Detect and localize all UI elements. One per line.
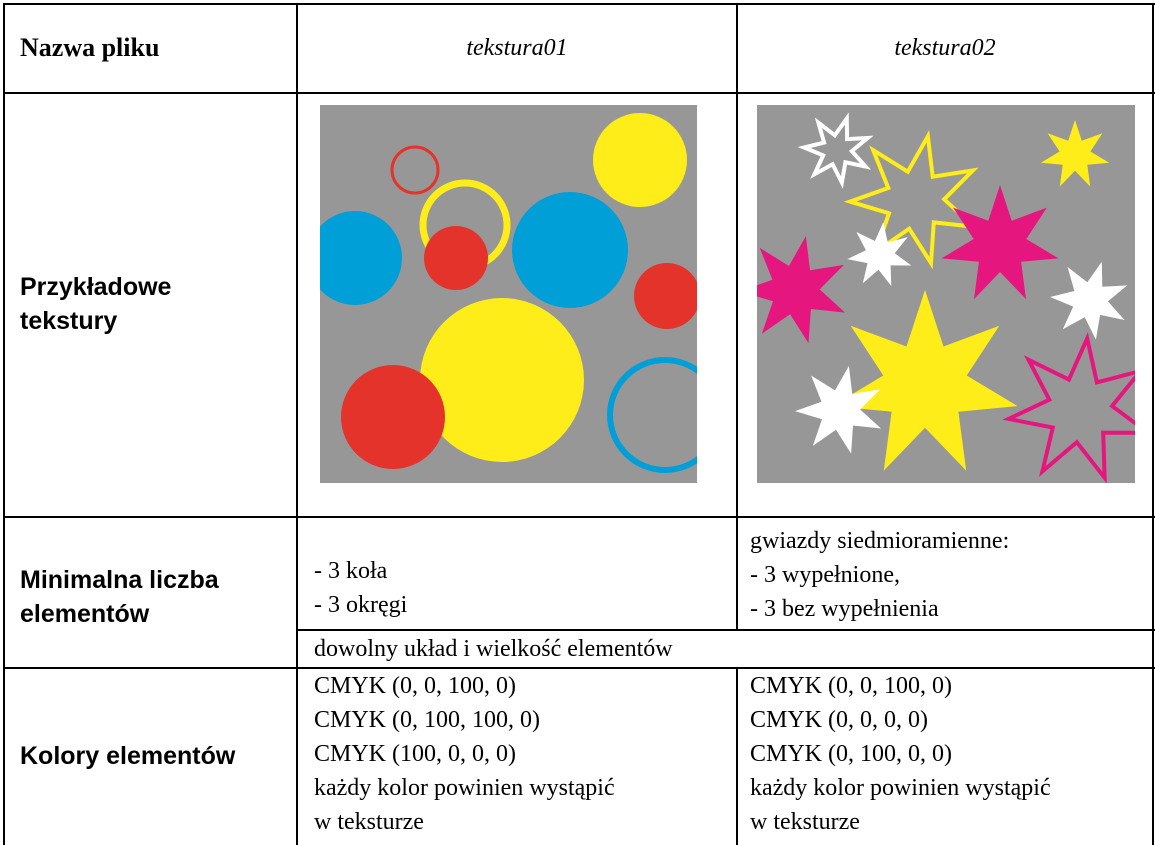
text-line: CMYK (0, 0, 100, 0) [314,673,516,699]
border [3,3,1155,5]
text-line: każdy kolor powinien wystąpić [314,775,615,801]
row-label: Minimalna liczba [20,566,219,594]
border [736,667,738,845]
border [1152,3,1154,845]
text-line: CMYK (0, 0, 100, 0) [750,673,952,699]
header-label: Nazwa pliku [20,33,160,62]
star [1050,261,1128,340]
star [795,365,881,454]
text-line: - 3 bez wypełnienia [750,596,939,622]
star [1040,120,1110,187]
star [797,112,874,189]
text-line: w teksturze [314,809,424,835]
row-label: tekstury [20,307,118,335]
row-label: Przykładowe [20,273,172,301]
border [3,3,5,845]
text-line: - 3 koła [314,558,388,584]
border [297,629,1155,631]
text-line: każdy kolor powinien wystąpić [750,775,1051,801]
star [843,130,981,270]
text-line: CMYK (0, 0, 0, 0) [750,707,928,733]
star [1002,332,1135,483]
text-line: dowolny układ i wielkość elementów [314,636,673,662]
file-name: tekstura01 [466,35,568,61]
text-line: CMYK (0, 100, 100, 0) [314,707,540,733]
star [941,185,1059,300]
text-line: gwiazdy siedmioramienne: [750,528,1010,554]
file-name: tekstura02 [894,35,996,61]
text-line: CMYK (100, 0, 0, 0) [314,741,516,767]
text-line: - 3 wypełnione, [750,562,900,588]
row-label: elementów [20,600,150,628]
text-line: - 3 okręgi [314,592,408,618]
star [832,290,1018,471]
border [296,3,298,845]
text-line: w teksturze [750,809,860,835]
row-label: Kolory elementów [20,742,236,770]
texture-2 [757,105,1135,483]
border [3,667,1155,669]
border [3,516,1155,518]
star [757,236,846,344]
border [736,3,738,630]
text-line: CMYK (0, 100, 0, 0) [750,741,952,767]
border [3,92,1155,94]
texture-1 [320,105,697,483]
star [847,222,912,286]
